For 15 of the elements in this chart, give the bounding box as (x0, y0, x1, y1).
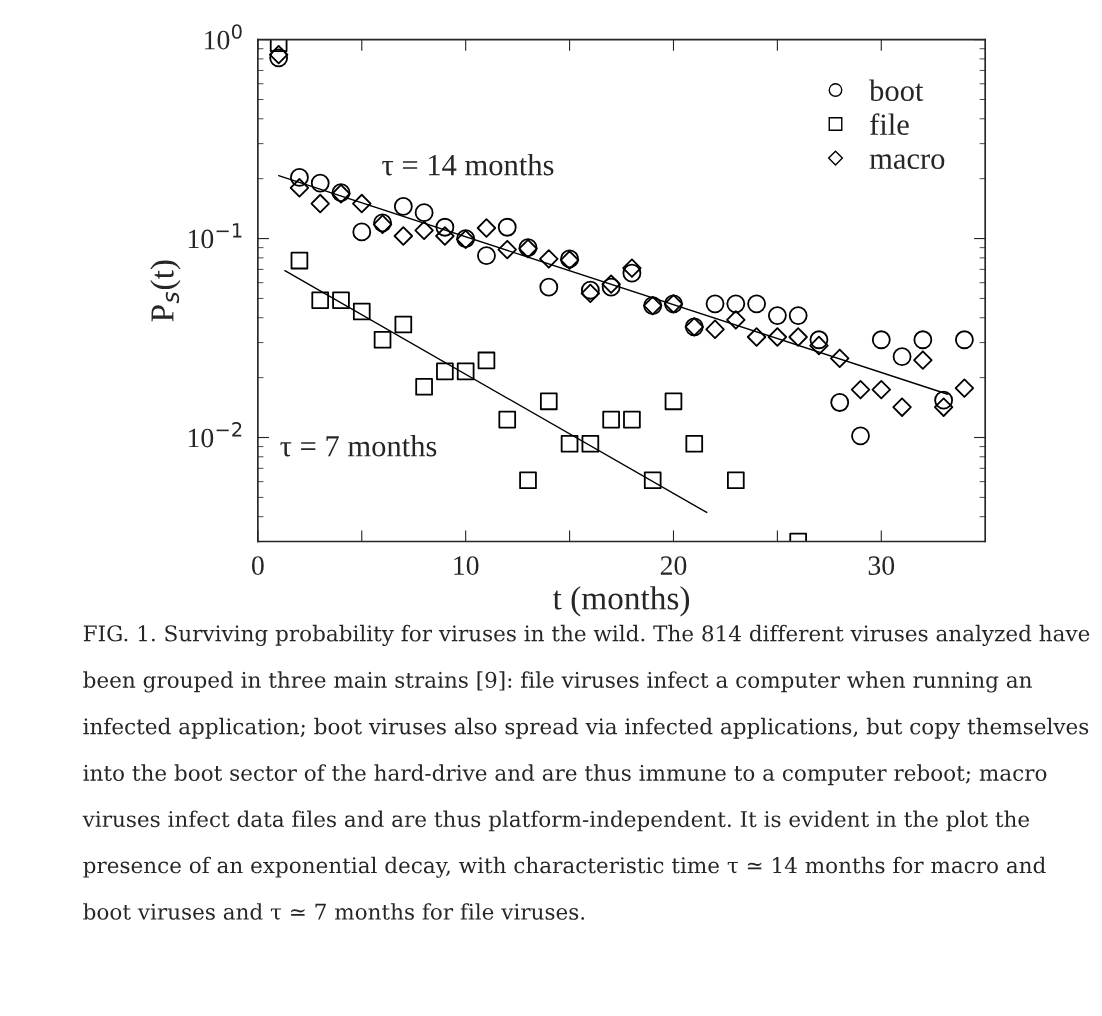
annotation: τ = 7 months (280, 435, 437, 457)
legend-label: file (870, 113, 909, 136)
x-axis-title: t (months) (552, 586, 690, 617)
caption: FIG. 1. Surviving probability for viruses in the wild. The 814 different viruses analyzed have been grouped in three main strains [9]: file viruses infect a computer when running an infected application; boot viruses also spread via infected applications, but copy themselves into the boot sector of the hard-drive and are thus immune to a computer reboot; macro viruses infect data files and are thus platform-independent. It is evident in the plot the presence of an exponential decay, with characteristic time τ ≃ 14 months for macro and boot viruses and τ ≃ 7 months for file viruses. (82, 624, 1090, 920)
y-axis-title: P$_{s}$(t) (150, 260, 181, 322)
legend-label: boot (869, 79, 924, 102)
annotation: τ = 14 months (382, 153, 554, 176)
x-tick-label: 0 (251, 556, 264, 575)
y-tick-label: 10$^{−2}$ (188, 422, 242, 448)
y-tick-label: 10$^{0}$ (205, 24, 242, 50)
x-tick-label: 20 (660, 556, 687, 575)
y-tick-label: 10$^{−1}$ (188, 223, 242, 249)
legend-label: macro (869, 154, 945, 170)
x-tick-label: 10 (454, 556, 479, 575)
x-tick-label: 30 (868, 556, 895, 575)
